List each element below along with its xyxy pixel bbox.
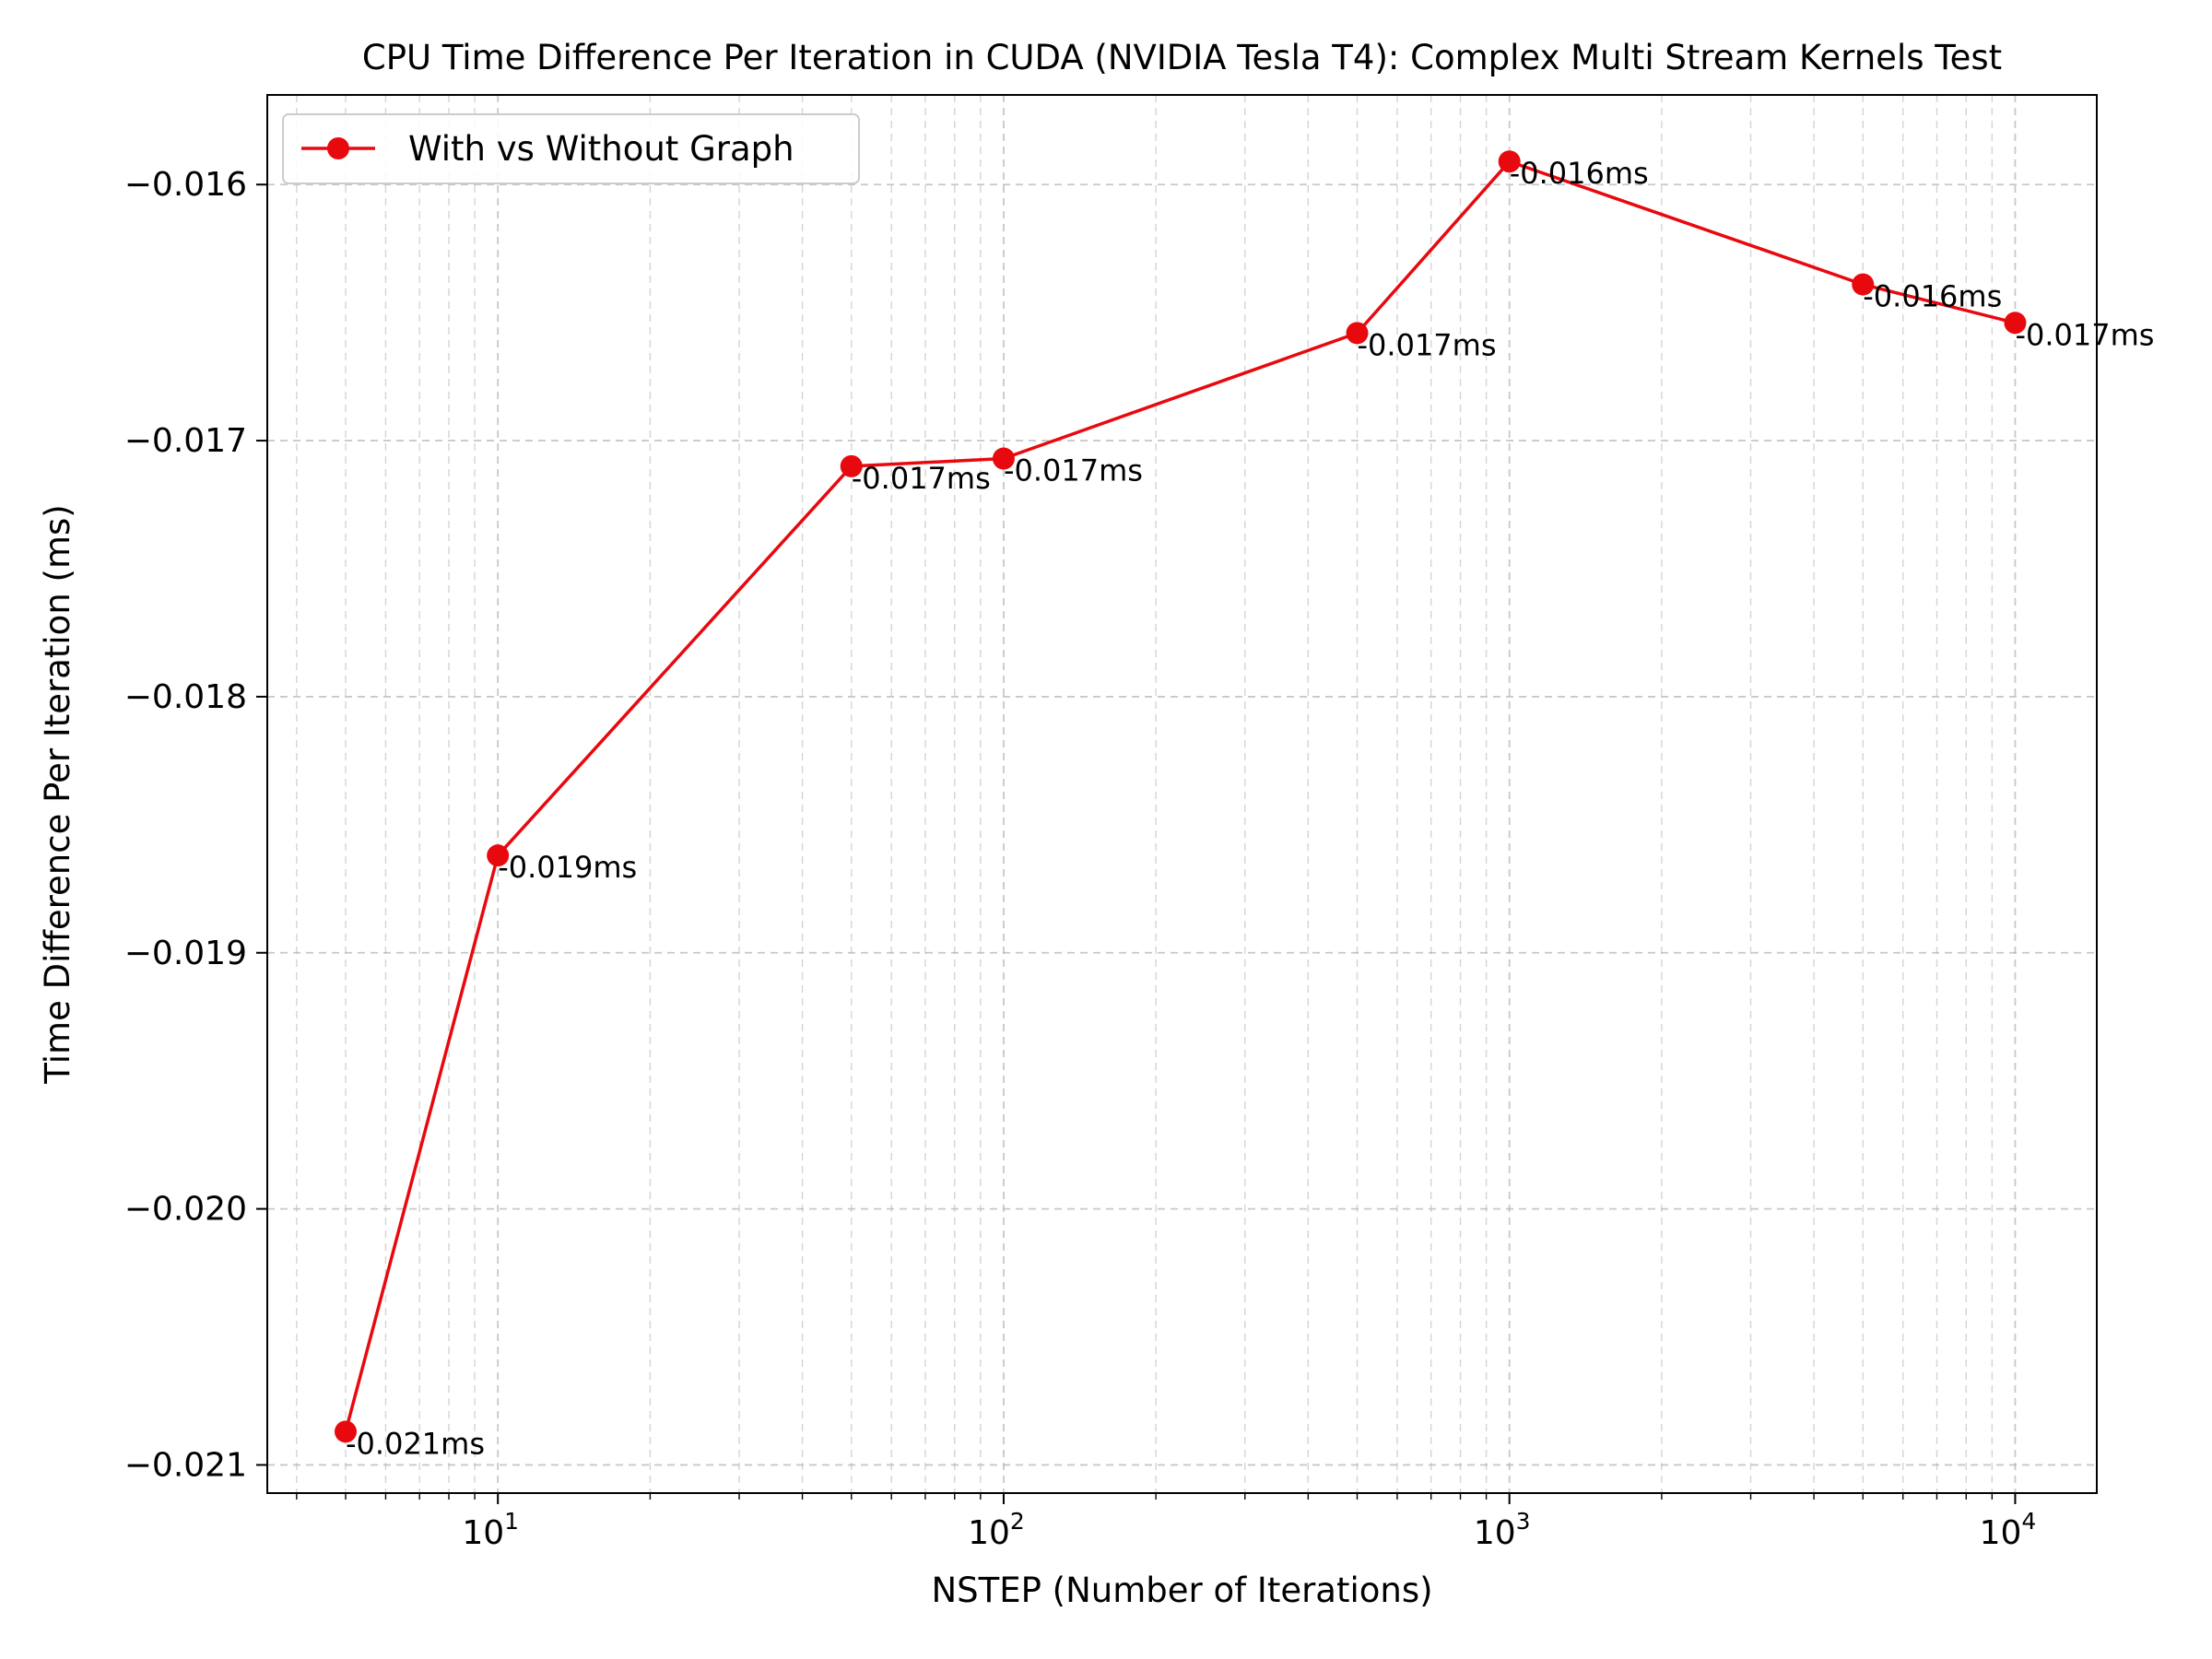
data-label: -0.016ms — [1510, 156, 1649, 191]
y-axis-label: Time Difference Per Iteration (ms) — [38, 504, 77, 1084]
plot-area-frame — [266, 94, 2098, 1494]
legend-swatch-marker — [327, 137, 349, 159]
data-label: -0.017ms — [852, 461, 991, 496]
x-tick-label: 104 — [1980, 1508, 2037, 1552]
y-tick-label: −0.021 — [124, 1446, 247, 1484]
data-point — [1852, 273, 1875, 296]
series-layer — [335, 150, 2027, 1443]
y-tick-label: −0.016 — [124, 166, 247, 204]
series-line — [344, 159, 2016, 1432]
data-label: -0.016ms — [1863, 279, 2002, 314]
data-point — [992, 447, 1015, 470]
y-tick-label: −0.020 — [124, 1191, 247, 1229]
data-label: -0.017ms — [1004, 453, 1143, 488]
data-point — [2004, 312, 2027, 335]
x-axis-label: NSTEP (Number of Iterations) — [931, 1571, 1432, 1610]
axis-ticks: 101 102 103 104 −0.016 −0.017 −0.018 −0.019 −0.0… — [124, 166, 2037, 1552]
data-point — [1346, 322, 1369, 345]
legend-box — [282, 113, 860, 184]
legend: With vs Without Graph — [282, 113, 860, 184]
x-tick-label: 103 — [1474, 1508, 1531, 1552]
data-label: -0.017ms — [1358, 327, 1497, 362]
data-point — [1498, 150, 1521, 173]
chart-title: CPU Time Difference Per Iteration in CUD… — [362, 38, 2002, 77]
data-label: -0.021ms — [346, 1426, 485, 1461]
legend-entry-label: With vs Without Graph — [408, 129, 794, 169]
data-label: -0.017ms — [2015, 317, 2154, 352]
x-tick-label: 101 — [462, 1508, 519, 1552]
y-tick-label: −0.019 — [124, 935, 247, 972]
data-point — [840, 454, 863, 477]
data-point — [487, 844, 510, 867]
data-point — [335, 1420, 358, 1443]
y-tick-label: −0.018 — [124, 678, 247, 716]
x-tick-label: 102 — [968, 1508, 1025, 1552]
grid-lines — [267, 95, 2097, 1493]
data-label: -0.019ms — [498, 850, 637, 885]
data-label-layer: -0.021ms -0.019ms -0.017ms -0.017ms -0.017ms… — [346, 156, 2154, 1461]
y-tick-label: −0.017 — [124, 422, 247, 460]
